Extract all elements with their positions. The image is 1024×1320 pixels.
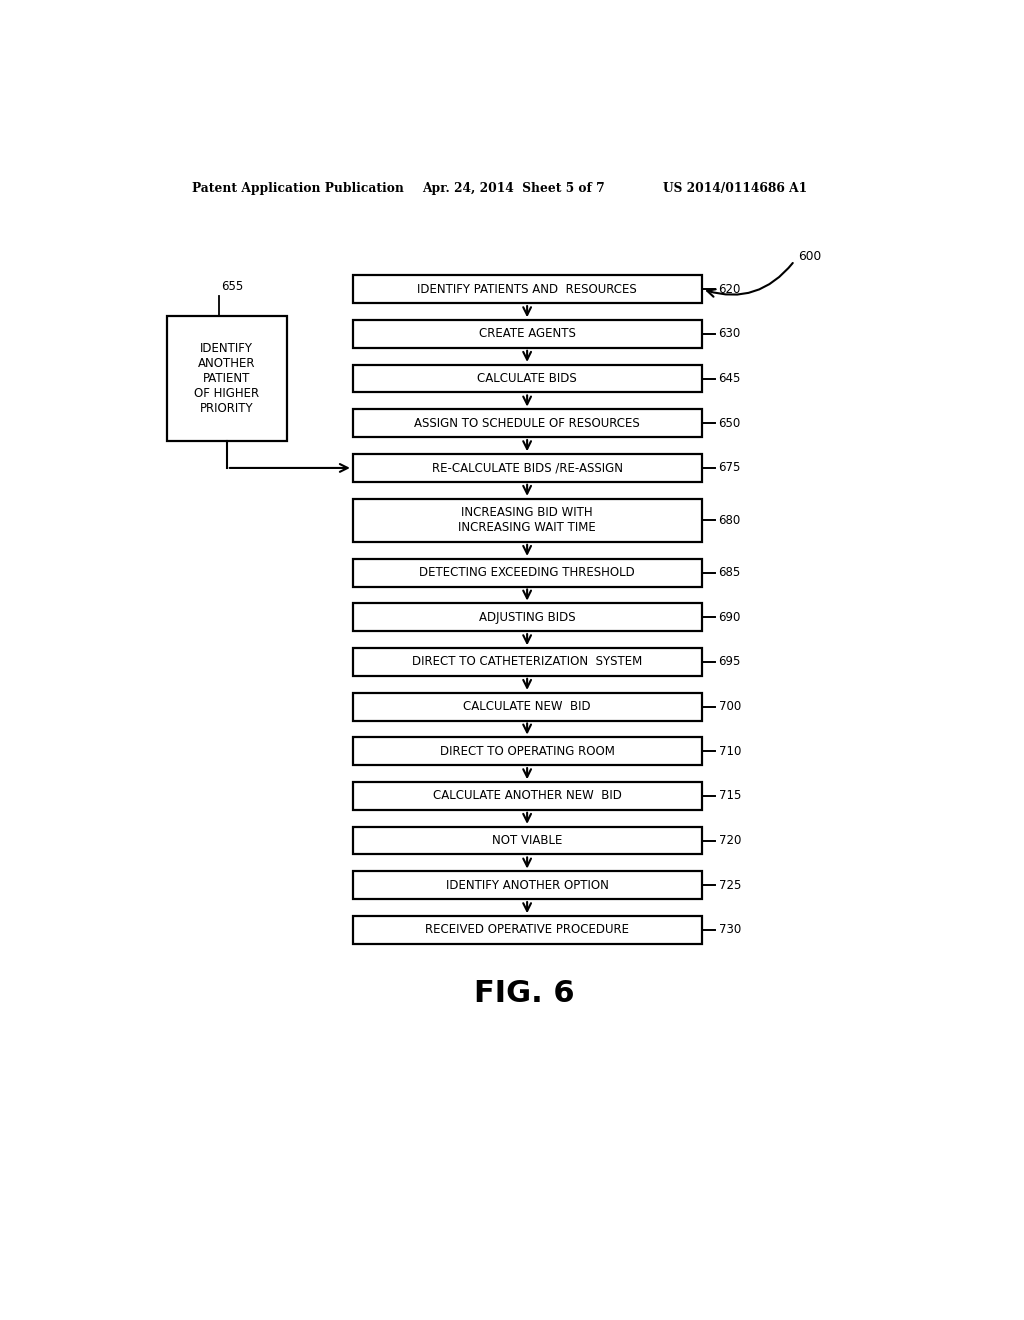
Text: 700: 700 xyxy=(719,700,740,713)
Text: ASSIGN TO SCHEDULE OF RESOURCES: ASSIGN TO SCHEDULE OF RESOURCES xyxy=(415,417,640,430)
Bar xyxy=(352,276,701,304)
Text: 645: 645 xyxy=(719,372,741,385)
Text: 650: 650 xyxy=(719,417,740,430)
Text: 730: 730 xyxy=(719,924,740,936)
Text: Apr. 24, 2014  Sheet 5 of 7: Apr. 24, 2014 Sheet 5 of 7 xyxy=(423,182,605,194)
Text: 680: 680 xyxy=(719,513,740,527)
Text: IDENTIFY
ANOTHER
PATIENT
OF HIGHER
PRIORITY: IDENTIFY ANOTHER PATIENT OF HIGHER PRIOR… xyxy=(195,342,259,414)
Text: DETECTING EXCEEDING THRESHOLD: DETECTING EXCEEDING THRESHOLD xyxy=(419,566,635,579)
Text: DIRECT TO CATHETERIZATION  SYSTEM: DIRECT TO CATHETERIZATION SYSTEM xyxy=(412,656,642,668)
Bar xyxy=(352,558,701,586)
Text: CALCULATE BIDS: CALCULATE BIDS xyxy=(477,372,577,385)
Text: DIRECT TO OPERATING ROOM: DIRECT TO OPERATING ROOM xyxy=(439,744,614,758)
Bar xyxy=(352,826,701,854)
Text: 630: 630 xyxy=(719,327,740,341)
Bar xyxy=(352,781,701,810)
Text: RECEIVED OPERATIVE PROCEDURE: RECEIVED OPERATIVE PROCEDURE xyxy=(425,924,629,936)
Bar xyxy=(352,738,701,766)
Text: US 2014/0114686 A1: US 2014/0114686 A1 xyxy=(663,182,807,194)
Text: CALCULATE NEW  BID: CALCULATE NEW BID xyxy=(463,700,591,713)
Text: CREATE AGENTS: CREATE AGENTS xyxy=(478,327,575,341)
Text: NOT VIABLE: NOT VIABLE xyxy=(492,834,562,847)
Bar xyxy=(352,693,701,721)
Text: Patent Application Publication: Patent Application Publication xyxy=(191,182,403,194)
Bar xyxy=(352,648,701,676)
Text: INCREASING BID WITH
INCREASING WAIT TIME: INCREASING BID WITH INCREASING WAIT TIME xyxy=(459,507,596,535)
Text: IDENTIFY PATIENTS AND  RESOURCES: IDENTIFY PATIENTS AND RESOURCES xyxy=(417,282,637,296)
Bar xyxy=(352,364,701,392)
Bar xyxy=(352,916,701,944)
Bar xyxy=(352,454,701,482)
Bar xyxy=(352,871,701,899)
Bar xyxy=(352,499,701,543)
Bar xyxy=(352,409,701,437)
Text: IDENTIFY ANOTHER OPTION: IDENTIFY ANOTHER OPTION xyxy=(445,879,608,892)
Bar xyxy=(167,317,287,441)
Text: 690: 690 xyxy=(719,611,741,624)
Text: 695: 695 xyxy=(719,656,741,668)
Text: 720: 720 xyxy=(719,834,741,847)
Text: 655: 655 xyxy=(221,280,243,293)
Text: 685: 685 xyxy=(719,566,740,579)
Bar xyxy=(352,321,701,348)
Text: 600: 600 xyxy=(799,251,821,264)
Text: 725: 725 xyxy=(719,879,741,892)
Bar xyxy=(352,603,701,631)
Text: RE-CALCULATE BIDS /RE-ASSIGN: RE-CALCULATE BIDS /RE-ASSIGN xyxy=(432,462,623,474)
Text: 715: 715 xyxy=(719,789,741,803)
Text: 675: 675 xyxy=(719,462,741,474)
Text: ADJUSTING BIDS: ADJUSTING BIDS xyxy=(479,611,575,624)
Text: 710: 710 xyxy=(719,744,741,758)
Text: 620: 620 xyxy=(719,282,741,296)
Text: FIG. 6: FIG. 6 xyxy=(474,979,575,1008)
Text: CALCULATE ANOTHER NEW  BID: CALCULATE ANOTHER NEW BID xyxy=(433,789,622,803)
